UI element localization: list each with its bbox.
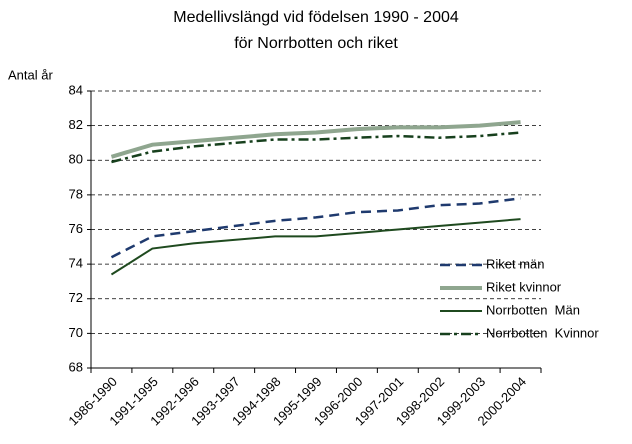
y-axis-label: Antal år [8,67,53,82]
series-line [110,218,521,276]
y-tick-label: 72 [69,290,83,305]
y-tick-label: 74 [69,256,83,271]
y-tick-label: 82 [69,117,83,132]
chart-subtitle: för Norrbotten och riket [234,35,398,52]
legend-label: Norrbotten Kvinnor [486,325,599,340]
chart-title: Medellivslängd vid födelsen 1990 - 2004 [173,9,459,26]
y-tick-label: 84 [69,82,83,97]
legend-label: Riket män [486,256,545,271]
legend-label: Riket kvinnor [486,279,562,294]
y-tick-label: 76 [69,221,83,236]
series-line [110,197,521,259]
legend-label: Norrbotten Män [486,302,580,317]
y-tick-label: 70 [69,325,83,340]
y-tick-label: 68 [69,359,83,374]
y-tick-label: 78 [69,186,83,201]
series-line [110,120,521,159]
y-tick-label: 80 [69,152,83,167]
series-line [111,131,521,164]
